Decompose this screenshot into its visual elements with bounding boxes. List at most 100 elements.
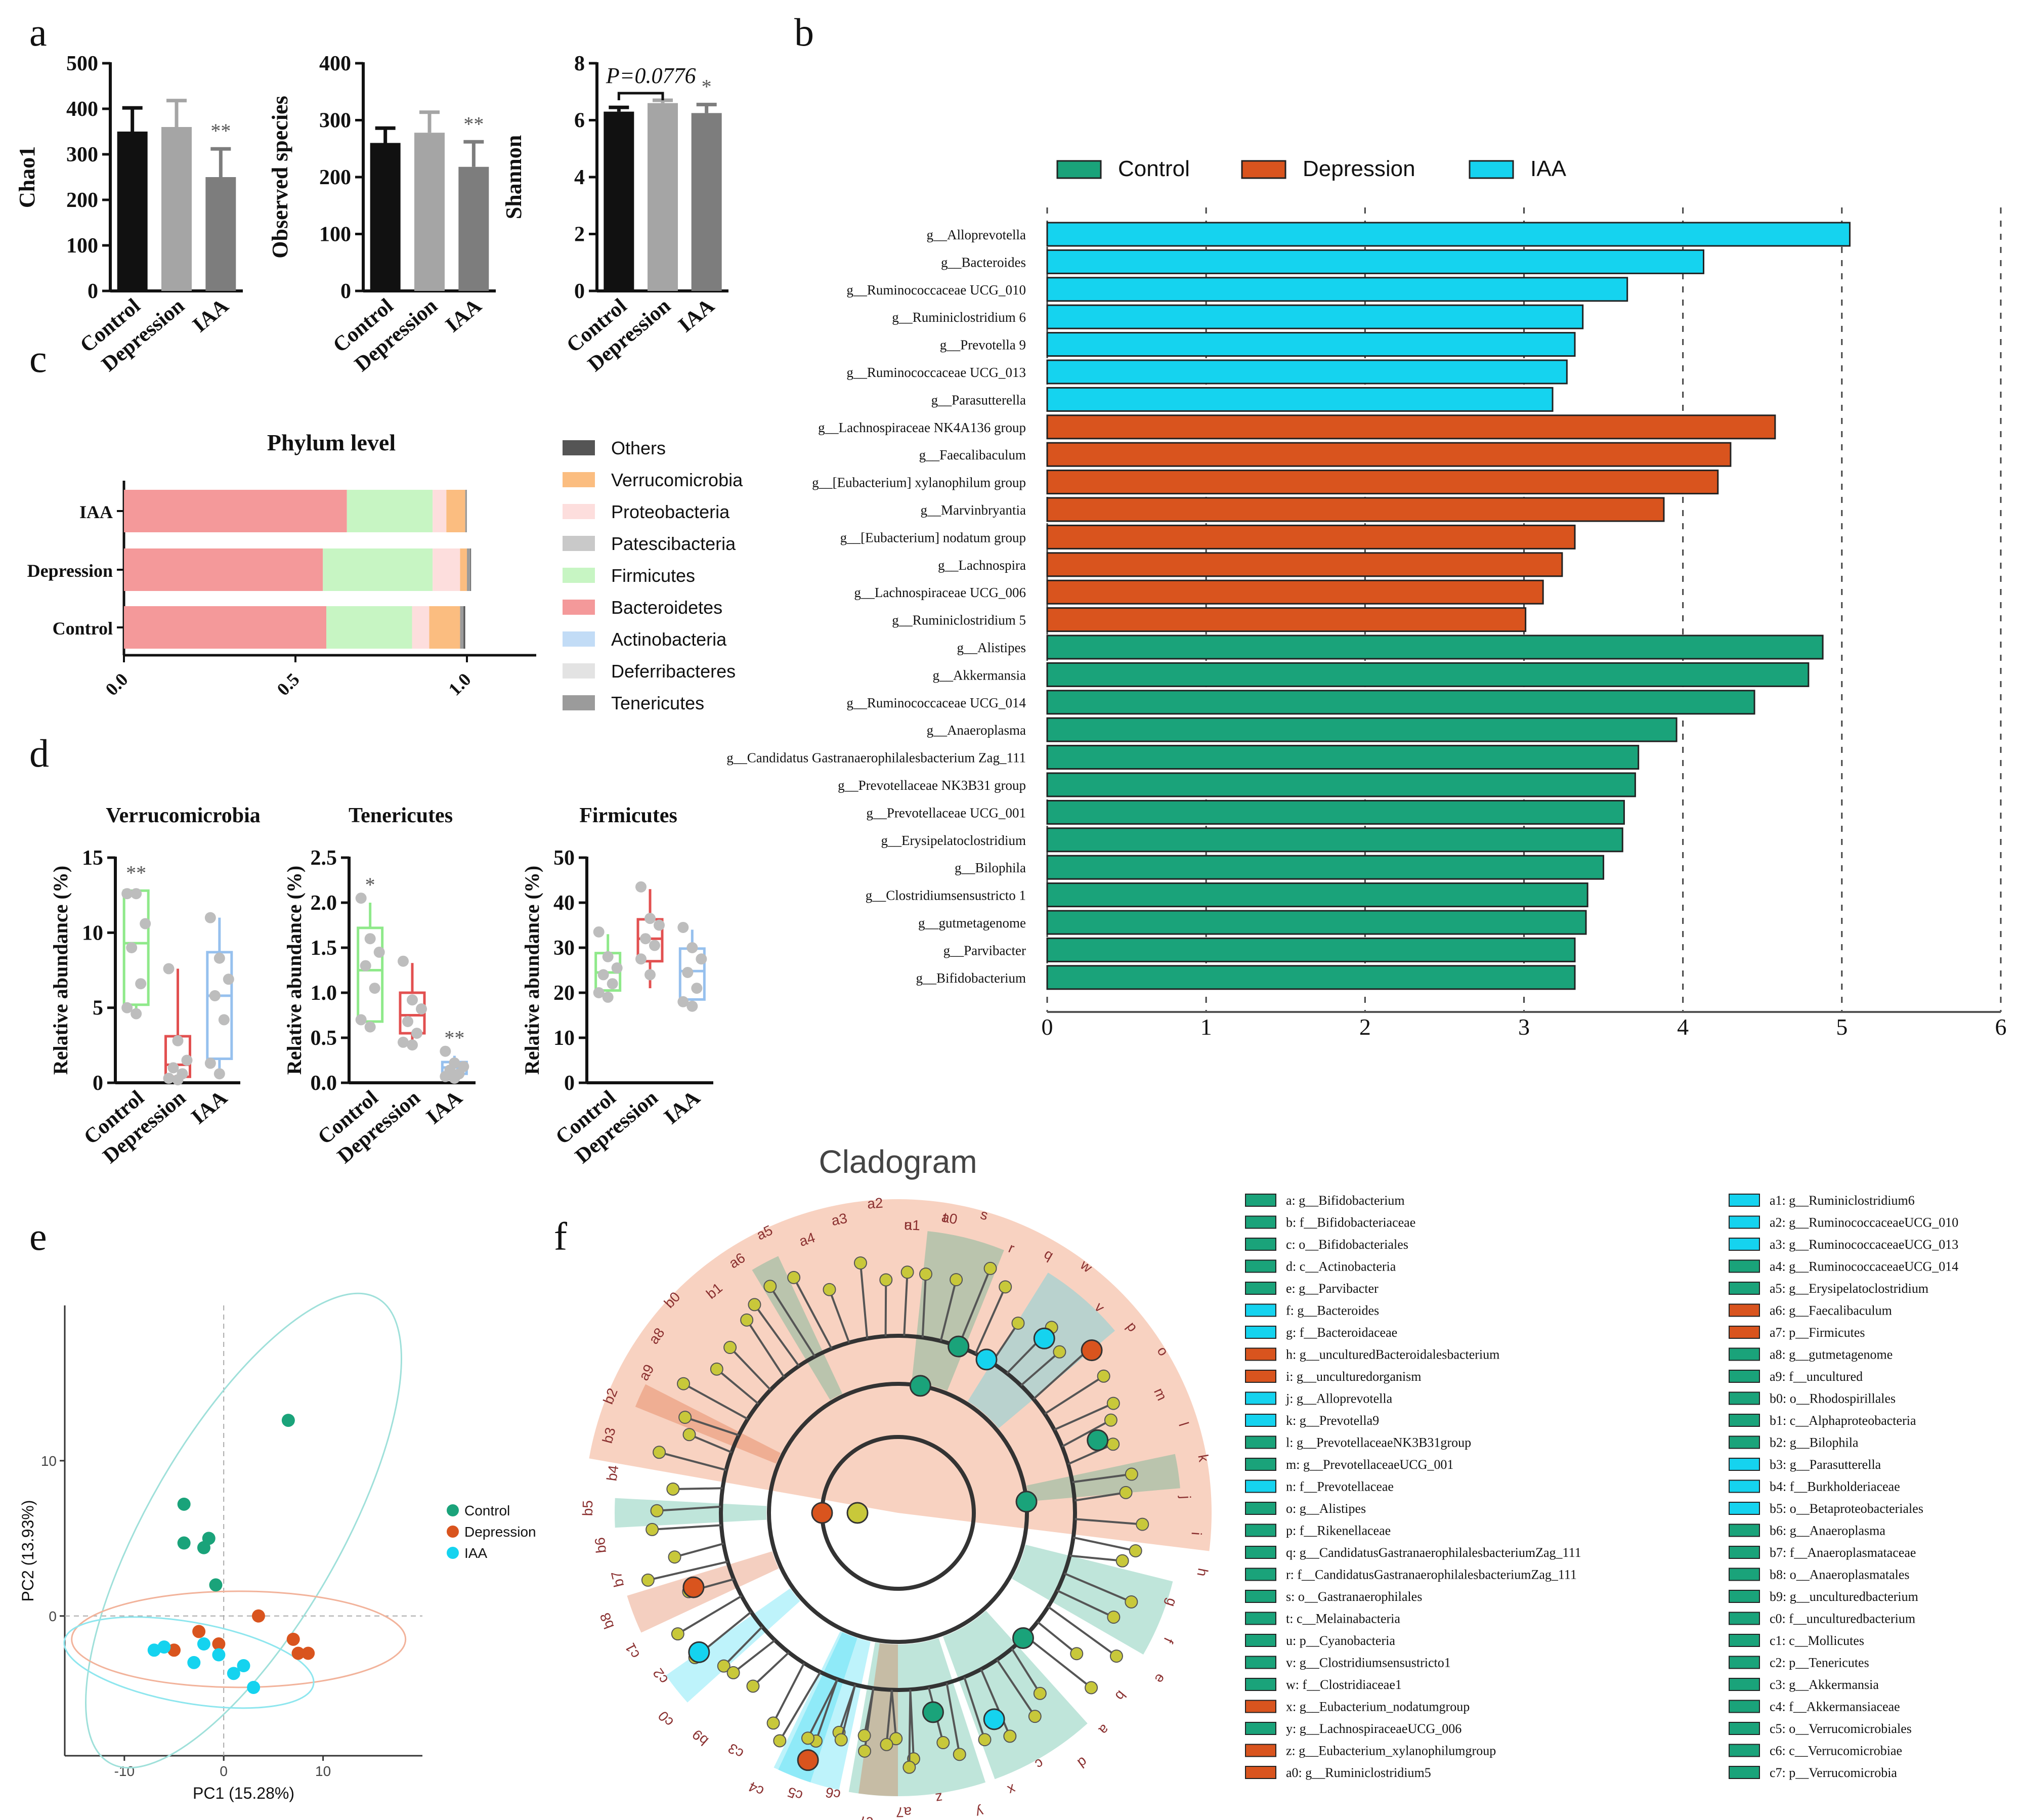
- y-tick-label: 10: [553, 1027, 575, 1050]
- data-point: [686, 942, 698, 953]
- legend-label: Firmicutes: [611, 565, 695, 586]
- legend-swatch: [1245, 1502, 1276, 1515]
- cladogram-legend-label: a5: g__Erysipelatoclostridium: [1770, 1281, 1928, 1296]
- legend-swatch: [1245, 1391, 1276, 1405]
- node: [1015, 1491, 1038, 1513]
- node-firmicutes: [811, 1502, 833, 1524]
- legend-swatch: [1245, 1523, 1276, 1537]
- stack-segment-verrucomicrobia: [429, 606, 460, 649]
- chart-d1: Verrucomicrobia 0 5 10 15 Relative abundance …: [49, 804, 261, 1168]
- point-iaa: [247, 1680, 261, 1694]
- legend-swatch: [1729, 1479, 1760, 1493]
- clade-node-label: b6: [592, 1537, 609, 1554]
- clade-node-label: d: [1075, 1754, 1090, 1771]
- y-tick-label: 15: [82, 846, 103, 870]
- branch: [890, 1689, 897, 1739]
- data-point: [163, 963, 175, 975]
- x-tick-label: IAA: [188, 294, 233, 337]
- branch: [1020, 1351, 1060, 1386]
- branch: [1061, 1419, 1111, 1448]
- cladogram-legend-label: j: g__Alloprevotella: [1285, 1391, 1393, 1406]
- bar-label: g__Ruminococcaceae UCG_013: [846, 365, 1026, 380]
- leaf-node: [746, 1679, 760, 1693]
- y-tick-label: 0: [88, 280, 98, 303]
- cladogram-legend-label: f: g__Bacteroides: [1286, 1303, 1379, 1318]
- branch: [957, 1268, 992, 1347]
- point-depression: [302, 1646, 315, 1660]
- x-tick-label: 1.0: [445, 669, 475, 699]
- legend-swatch: [1729, 1238, 1760, 1251]
- legend-swatch: [1245, 1458, 1276, 1471]
- cladogram-legend-label: b6: g__Anaeroplasma: [1770, 1523, 1885, 1538]
- leaf-node: [766, 1716, 780, 1730]
- bar: [1046, 442, 1732, 467]
- point-control: [177, 1536, 191, 1550]
- stack-segment-bacteroidetes: [124, 548, 323, 591]
- y-tick-label: 200: [66, 189, 98, 212]
- leaf-node: [889, 1732, 903, 1746]
- branch: [1044, 1375, 1104, 1415]
- legend-swatch: [1729, 1590, 1760, 1603]
- stack-segment-verrucomicrobia: [460, 548, 467, 591]
- bar-label: g__Marvinbryantia: [921, 502, 1026, 518]
- clade-node-label: c0: [655, 1708, 677, 1730]
- panel-label-d: d: [29, 731, 49, 775]
- cladogram-legend-label: t: c__Melainabacteria: [1286, 1612, 1400, 1626]
- cladogram-legend-label: a1: g__Ruminiclostridium6: [1770, 1193, 1915, 1208]
- legend-swatch: [1729, 1458, 1760, 1471]
- clade-node-label: b5: [580, 1500, 595, 1516]
- branch: [677, 1595, 742, 1635]
- leaf-node: [1033, 1686, 1047, 1700]
- cladogram-legend-label: r: f__CandidatusGastranaerophilalesbacte…: [1286, 1568, 1577, 1582]
- clade-node-label: b: [1112, 1687, 1129, 1704]
- branch: [733, 1639, 776, 1674]
- p-value-annotation: P=0.0776: [606, 63, 696, 88]
- y-tick-label: 0: [340, 280, 351, 303]
- bar: [1046, 552, 1563, 577]
- data-point: [607, 978, 618, 990]
- legend-swatch: [1245, 1238, 1276, 1251]
- clade-highlight: [858, 1643, 898, 1796]
- clade-node-label: b4: [604, 1464, 621, 1482]
- branch: [648, 1560, 728, 1581]
- node: [846, 1502, 869, 1524]
- y-tick-label: 20: [553, 982, 575, 1005]
- data-point: [121, 1002, 133, 1013]
- legend-swatch: [563, 600, 595, 615]
- legend-label-depression: Depression: [1303, 156, 1415, 181]
- clade-node-label: b8: [597, 1611, 617, 1631]
- bar-label: g__Bacteroides: [941, 255, 1026, 270]
- clade-node-label: c1: [622, 1640, 642, 1661]
- legend-marker-iaa: [447, 1547, 459, 1559]
- data-point: [682, 966, 694, 978]
- cladogram-legend-label: u: p__Cyanobacteria: [1286, 1633, 1395, 1648]
- legend-swatch-depression: [1241, 160, 1286, 179]
- bar-label: g__Clostridiumsensustricto 1: [866, 888, 1026, 903]
- legend-swatch: [563, 695, 595, 710]
- branch: [674, 1542, 724, 1558]
- branch: [793, 1277, 833, 1349]
- legend-swatch: [1245, 1194, 1276, 1207]
- data-point: [449, 1073, 460, 1084]
- y-tick-label: 300: [319, 109, 351, 133]
- significance-mark: **: [210, 119, 231, 142]
- cladogram-legend-label: a9: f__uncultured: [1770, 1369, 1863, 1384]
- y-tick-label: 10: [41, 1453, 57, 1469]
- legend-swatch-control: [1056, 160, 1102, 179]
- bar: [1046, 470, 1719, 495]
- branch: [863, 1688, 875, 1736]
- node: [682, 1576, 705, 1598]
- data-point: [691, 983, 703, 994]
- bar-label: g__Faecalibaculum: [919, 447, 1026, 462]
- stack-segment-bacteroidetes: [124, 490, 347, 532]
- data-point: [126, 942, 138, 953]
- panel-label-b: b: [794, 10, 814, 54]
- branch: [939, 1279, 958, 1341]
- leaf-node: [801, 1731, 814, 1745]
- bar: [1046, 799, 1625, 825]
- y-tick-label: 0: [564, 1072, 575, 1095]
- x-tick-label: 6: [1995, 1014, 2007, 1040]
- taxonomy-ring: [767, 1382, 1029, 1644]
- node: [909, 1375, 931, 1397]
